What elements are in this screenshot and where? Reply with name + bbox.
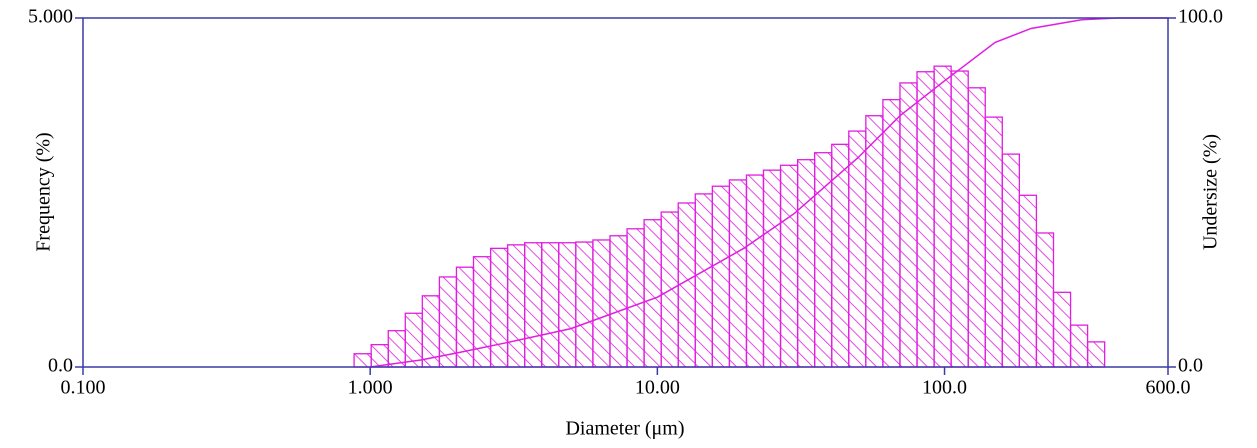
- bar: [1069, 324, 1089, 368]
- bar: [762, 169, 782, 368]
- cumulative-line: [370, 17, 1168, 368]
- y2-tick-label: 0.0: [1178, 355, 1203, 377]
- y-tick-label: 5.000: [28, 6, 73, 28]
- y-axis-title: Frequency (%): [33, 132, 55, 251]
- x-tick-label: 10.00: [635, 377, 680, 399]
- plot-frame: [82, 17, 1169, 368]
- x-tick-label: 0.100: [61, 377, 106, 399]
- bar: [489, 247, 509, 368]
- x-tick-label: 100.0: [922, 377, 967, 399]
- bar: [967, 87, 986, 368]
- bar: [541, 242, 560, 368]
- bar: [694, 193, 713, 368]
- bar: [1086, 341, 1106, 368]
- bar: [779, 164, 799, 368]
- bar: [916, 71, 935, 368]
- bar: [1001, 153, 1021, 368]
- bar: [592, 239, 611, 368]
- bar: [353, 353, 372, 368]
- bar: [575, 241, 594, 368]
- bar: [745, 174, 765, 368]
- bar: [1052, 291, 1072, 368]
- bar: [882, 99, 901, 368]
- bar: [558, 242, 577, 368]
- x-tick-label: 600.0: [1146, 377, 1191, 399]
- bar: [711, 185, 731, 368]
- bar: [404, 312, 423, 368]
- bar: [899, 82, 918, 368]
- bar: [933, 65, 952, 368]
- bar: [506, 244, 526, 368]
- bar: [626, 228, 645, 368]
- bar: [524, 242, 543, 368]
- bar: [1035, 232, 1055, 368]
- bar: [1018, 194, 1038, 368]
- bar: [984, 116, 1003, 368]
- bar: [370, 344, 389, 368]
- bar: [796, 159, 816, 368]
- bar: [950, 70, 969, 368]
- bar: [472, 256, 492, 368]
- x-tick-label: 1.000: [348, 377, 393, 399]
- bar: [865, 115, 884, 368]
- x-axis-title: Diameter (μm): [565, 418, 684, 440]
- bar: [848, 130, 867, 368]
- y2-tick-label: 100.0: [1178, 6, 1223, 28]
- bar: [677, 202, 696, 368]
- bar: [814, 152, 833, 368]
- bar: [728, 179, 748, 368]
- y-tick-label: 0.0: [48, 355, 73, 377]
- bar: [387, 330, 406, 368]
- bar: [609, 235, 628, 368]
- y2-axis-title: Undersize (%): [1200, 134, 1222, 250]
- bar: [643, 219, 662, 368]
